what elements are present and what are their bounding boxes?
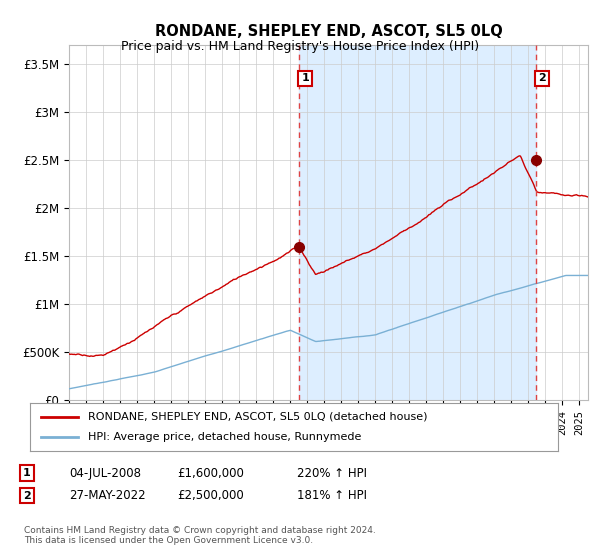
Text: £1,600,000: £1,600,000 [177,466,244,480]
Text: 27-MAY-2022: 27-MAY-2022 [69,489,146,502]
Bar [299,45,536,400]
Text: Price paid vs. HM Land Registry's House Price Index (HPI): Price paid vs. HM Land Registry's House … [121,40,479,53]
Text: 1: 1 [23,468,31,478]
Text: 220% ↑ HPI: 220% ↑ HPI [297,466,367,480]
Text: 2: 2 [23,491,31,501]
Text: £2,500,000: £2,500,000 [177,489,244,502]
Text: 1: 1 [301,73,309,83]
Text: HPI: Average price, detached house, Runnymede: HPI: Average price, detached house, Runn… [88,432,361,442]
Text: Contains HM Land Registry data © Crown copyright and database right 2024.: Contains HM Land Registry data © Crown c… [24,526,376,535]
Text: 181% ↑ HPI: 181% ↑ HPI [297,489,367,502]
Text: This data is licensed under the Open Government Licence v3.0.: This data is licensed under the Open Gov… [24,536,313,545]
Title: RONDANE, SHEPLEY END, ASCOT, SL5 0LQ: RONDANE, SHEPLEY END, ASCOT, SL5 0LQ [155,25,502,39]
Text: RONDANE, SHEPLEY END, ASCOT, SL5 0LQ (detached house): RONDANE, SHEPLEY END, ASCOT, SL5 0LQ (de… [88,412,428,422]
Text: 04-JUL-2008: 04-JUL-2008 [69,466,141,480]
Text: 2: 2 [538,73,546,83]
